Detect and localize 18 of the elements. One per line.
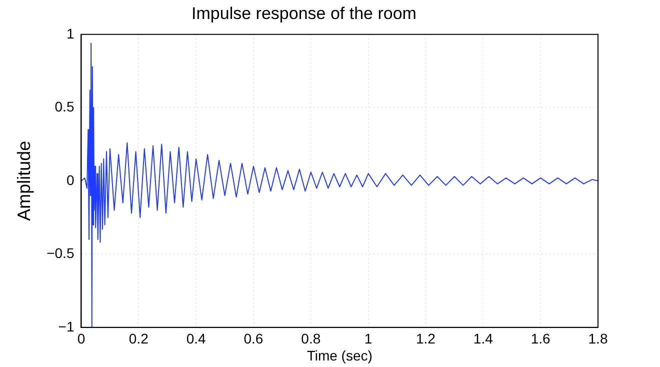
y-tick-label: −0.5 xyxy=(46,245,74,262)
x-tick-label: 0.6 xyxy=(244,330,264,347)
y-tick-label: −1 xyxy=(58,318,74,334)
chart-title: Impulse response of the room xyxy=(192,4,416,23)
x-tick-label: 1 xyxy=(364,330,372,347)
y-tick-label: 1 xyxy=(66,25,74,42)
x-tick-label: 0 xyxy=(77,330,86,347)
x-tick-label: 0.8 xyxy=(301,330,321,347)
x-tick-label: 0.2 xyxy=(128,330,149,347)
x-tick-label: 0.4 xyxy=(186,330,206,347)
y-tick-label: 0.5 xyxy=(54,98,74,115)
x-tick-label: 1.4 xyxy=(473,330,494,347)
x-tick-label: 1.8 xyxy=(588,330,608,347)
y-tick-label: 0 xyxy=(66,172,74,188)
y-axis-title: Amplitude xyxy=(14,140,34,221)
x-tick-label: 1.6 xyxy=(530,330,551,347)
x-axis-title: Time (sec) xyxy=(306,347,372,364)
x-tick-label: 1.2 xyxy=(416,330,436,347)
